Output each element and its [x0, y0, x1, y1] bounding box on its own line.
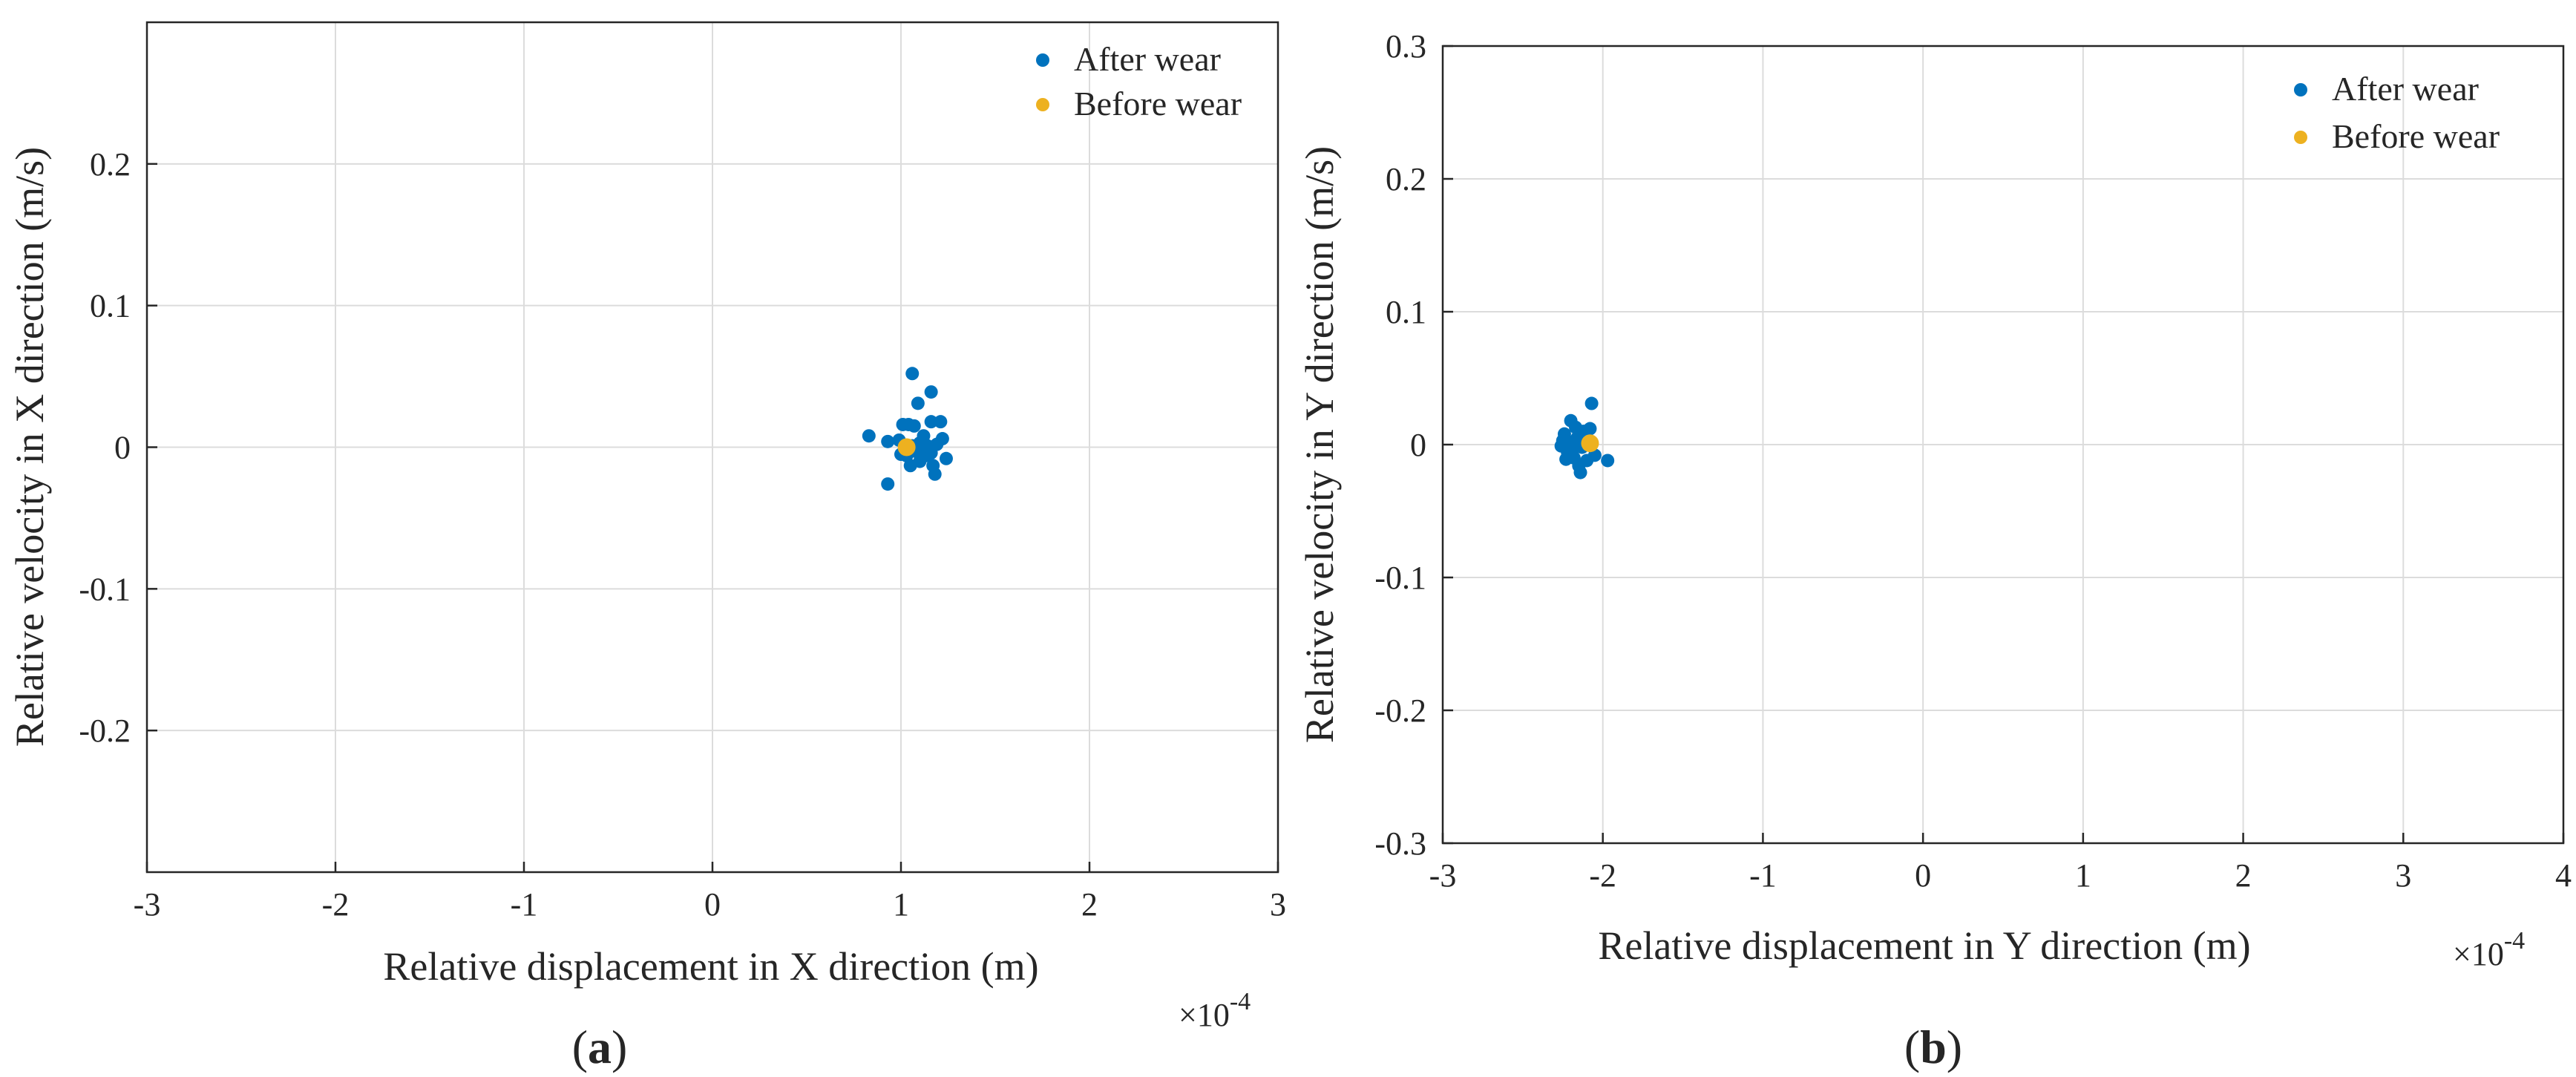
- panel-b-x-tick-label: 1: [2075, 857, 2091, 894]
- panel-b-x-tick-label: 4: [2555, 857, 2572, 894]
- panel-b-x-tick-label: 2: [2235, 857, 2252, 894]
- panel-b-x-exponent-label: ×10-4: [2453, 927, 2525, 972]
- panel-a-legend-marker: [1036, 53, 1049, 67]
- panel-a-chart: -3 -2 -1 0 1 2 3 -0.2 -0.1 0 0.1 0.2 After wear Bef…: [7, 21, 1286, 1073]
- panel-a-after-wear-point: [934, 415, 948, 429]
- panel-a-x-tick-label: -3: [134, 886, 161, 923]
- panel-b-y-tick-label: -0.2: [1374, 693, 1426, 729]
- panel-b-chart: -3 -2 -1 0 1 2 3 4 -0.3 -0.2 -0.1 0 0.1 0.2 0.3 After…: [1297, 28, 2572, 1073]
- panel-a-data-points: [862, 367, 953, 491]
- panel-a-after-wear-point: [930, 437, 944, 451]
- panel-a-legend: After wear Before wear: [1036, 40, 1242, 122]
- panel-b-legend-marker: [2294, 131, 2307, 144]
- panel-a-y-tick-label: 0.2: [90, 146, 131, 183]
- panel-a-x-tick-label: 1: [893, 886, 909, 923]
- panel-a-x-tick-label: -1: [511, 886, 538, 923]
- panel-a-x-tick-labels: -3 -2 -1 0 1 2 3: [134, 886, 1286, 923]
- panel-a-x-tick-label: 3: [1270, 886, 1286, 923]
- panel-b-y-tick-label: -0.1: [1374, 560, 1426, 596]
- panel-b-y-tick-label: -0.3: [1374, 825, 1426, 862]
- panel-a-y-tick-label: 0.1: [90, 288, 131, 324]
- panel-b-y-tick-label: 0.3: [1386, 28, 1426, 65]
- panel-b-y-tick-label: 0: [1410, 427, 1426, 463]
- panel-a-before-wear-point: [897, 438, 916, 456]
- panel-a-after-wear-point: [939, 451, 953, 465]
- panel-a-after-wear-point: [905, 367, 920, 381]
- panel-b-after-wear-point: [1583, 422, 1597, 436]
- panel-b-gridlines: [1442, 45, 2564, 844]
- panel-a-after-wear-point: [907, 419, 921, 433]
- panel-b-y-tick-label: 0.1: [1386, 294, 1426, 330]
- panel-a-x-tick-label: 0: [704, 886, 721, 923]
- panel-b-x-tick-label: -2: [1589, 857, 1616, 894]
- panel-a-y-tick-label: 0: [114, 430, 131, 466]
- panel-a-y-tick-label: -0.2: [79, 713, 131, 749]
- panel-b-data-points: [1554, 396, 1615, 479]
- panel-a-after-wear-point: [928, 467, 942, 481]
- panel-a-y-axis-label: Relative velocity in X direction (m/s): [7, 147, 52, 747]
- panel-b-x-tick-label: 0: [1915, 857, 1931, 894]
- panel-b-after-wear-point: [1584, 396, 1599, 410]
- panel-b-before-wear-point: [1581, 434, 1599, 453]
- panel-a-after-wear-point: [881, 477, 895, 491]
- panel-a-after-wear-point: [913, 454, 927, 468]
- panel-b-y-tick-labels: -0.3 -0.2 -0.1 0 0.1 0.2 0.3: [1374, 28, 1426, 862]
- panel-b-caption-label: (b): [1904, 1021, 1962, 1073]
- panel-b-x-tick-labels: -3 -2 -1 0 1 2 3 4: [1429, 857, 2572, 894]
- panel-a-after-wear-point: [924, 415, 938, 429]
- panel-a-caption-label: (a): [572, 1021, 628, 1073]
- panel-b-x-tick-label: -3: [1429, 857, 1457, 894]
- panel-b-x-tick-label: 3: [2395, 857, 2411, 894]
- panel-b-x-axis-label: Relative displacement in Y direction (m): [1598, 923, 2250, 968]
- panel-a-after-wear-point: [924, 385, 938, 399]
- panel-a-after-wear-point: [881, 434, 895, 448]
- panel-a-x-exponent-label: ×10-4: [1179, 988, 1251, 1033]
- panel-a-legend-label: After wear: [1074, 40, 1221, 78]
- panel-b-legend-marker: [2294, 83, 2307, 96]
- panel-a-legend-label: Before wear: [1074, 85, 1242, 122]
- panel-b-after-wear-point: [1573, 465, 1587, 479]
- panel-b-legend-label: Before wear: [2332, 117, 2500, 155]
- panel-b-legend-label: After wear: [2332, 70, 2479, 108]
- panel-a-after-wear-point: [911, 396, 925, 410]
- panel-b-y-axis-label: Relative velocity in Y direction (m/s): [1297, 146, 1342, 743]
- panel-b-x-tick-label: -1: [1749, 857, 1777, 894]
- panel-a-x-axis-label: Relative displacement in X direction (m): [383, 944, 1038, 989]
- panel-a-gridlines: [146, 22, 1279, 872]
- panel-a-y-tick-labels: -0.2 -0.1 0 0.1 0.2: [79, 146, 131, 749]
- panel-b-after-wear-point: [1601, 454, 1615, 468]
- panel-b-after-wear-point: [1565, 443, 1579, 457]
- panel-b-y-tick-label: 0.2: [1386, 161, 1426, 197]
- panel-a-x-tick-label: -2: [322, 886, 350, 923]
- panel-a-y-tick-label: -0.1: [79, 571, 131, 607]
- panel-b-legend: After wear Before wear: [2294, 70, 2500, 155]
- panel-a-x-tick-label: 2: [1081, 886, 1098, 923]
- panel-a-after-wear-point: [862, 429, 876, 443]
- panel-a-legend-marker: [1036, 98, 1049, 111]
- panel-b-after-wear-point: [1559, 452, 1573, 466]
